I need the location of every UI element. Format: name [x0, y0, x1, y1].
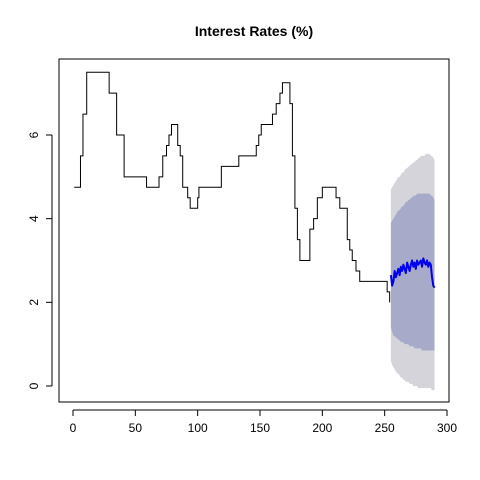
series-lines	[74, 71, 436, 303]
y-axis: 0 2 4 6	[27, 131, 53, 389]
x-tick-label: 50	[129, 421, 143, 435]
x-tick-label: 100	[188, 421, 208, 435]
y-tick-label: 4	[27, 215, 41, 222]
y-tick-label: 6	[27, 131, 41, 138]
x-tick-label: 200	[312, 421, 332, 435]
x-axis: 0 50 100 150 200 250 300	[70, 409, 457, 435]
x-tick-label: 0	[70, 421, 77, 435]
forecast-mean-line	[389, 257, 436, 289]
forecast-bands	[390, 153, 435, 391]
x-tick-label: 150	[250, 421, 270, 435]
plot-frame	[58, 58, 450, 403]
y-tick-label: 2	[27, 299, 41, 306]
chart-title: Interest Rates (%)	[195, 23, 313, 39]
x-tick-label: 250	[375, 421, 395, 435]
history-line	[74, 71, 391, 303]
x-tick-label: 300	[437, 421, 457, 435]
y-tick-label: 0	[27, 382, 41, 389]
forecast-band-80	[390, 193, 435, 351]
